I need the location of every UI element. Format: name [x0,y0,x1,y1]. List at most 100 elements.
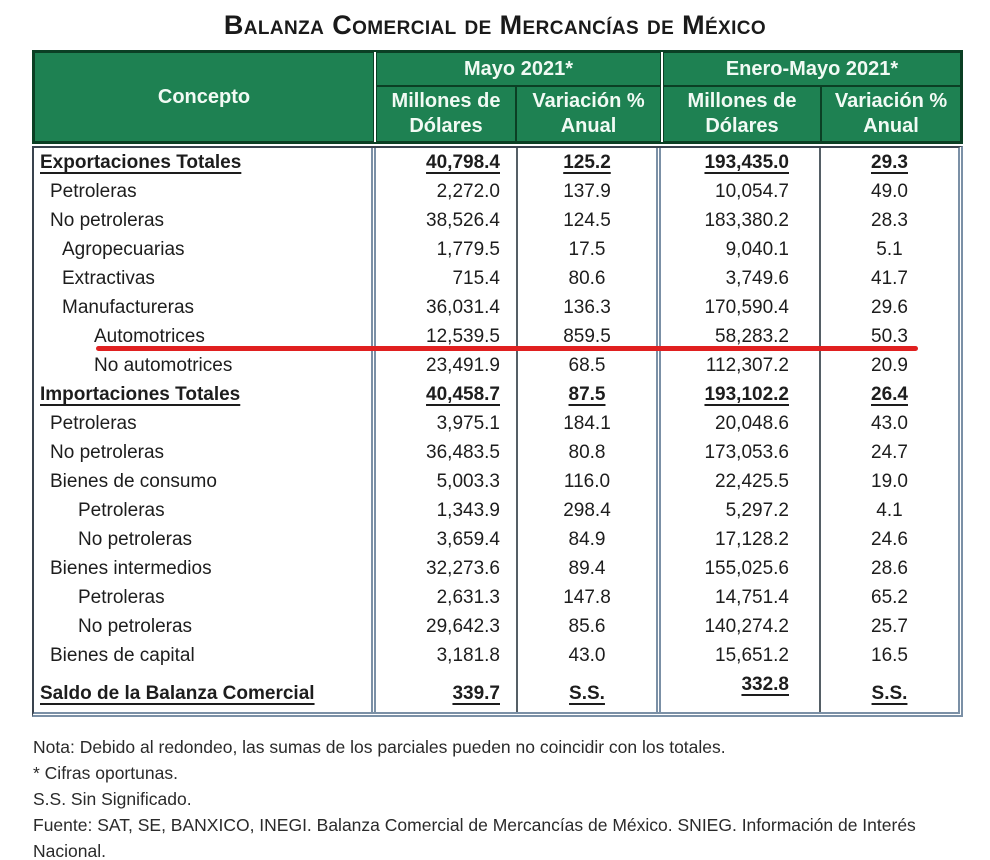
column-group-mayo: Mayo 2021* Millones de Dólares Variación… [376,52,661,142]
concepto-cell: Manufactureras [34,293,376,322]
concepto-cell: Bienes de capital [34,641,376,670]
enero-mayo-group-label: Enero-Mayo 2021* [725,57,899,80]
table-row: Bienes de consumo 5,003.3 116.0 22,425.5 19.… [34,467,958,496]
table-row: Exportaciones Totales 40,798.4 125.2 193,43… [34,148,958,177]
value-text: 26.4 [871,383,908,405]
value-cell: 5,297.2 [661,496,821,525]
value-cell: 15,651.2 [661,641,821,670]
value-text: 4.1 [876,499,903,521]
enero-mayo-variacion-label: Variación % Anual [834,90,948,137]
table-body: Exportaciones Totales 40,798.4 125.2 193,43… [32,146,963,717]
value-cell: 80.6 [518,264,661,293]
value-text: 85.6 [568,615,606,637]
concepto-label: No petroleras [50,209,165,231]
concepto-label: No petroleras [78,615,193,637]
value-text: 298.4 [563,499,611,521]
value-text: 14,751.4 [715,586,789,608]
value-text: 112,307.2 [705,354,789,376]
concepto-label: Exportaciones Totales [40,151,242,173]
value-text: 136.3 [563,296,611,318]
value-cell: 193,102.2 [661,380,821,409]
value-text: 9,040.1 [725,238,789,260]
concepto-cell: Automotrices [34,322,376,351]
concepto-label: Petroleras [50,180,137,202]
value-cell: 3,659.4 [376,525,518,554]
table-row: Manufactureras 36,031.4 136.3 170,590.4 29.6 [34,293,958,322]
value-cell: 1,779.5 [376,235,518,264]
concepto-label: Petroleras [50,412,137,434]
footnote-line: * Cifras oportunas. [33,763,178,783]
value-text: 3,975.1 [436,412,500,434]
value-cell: 40,798.4 [376,148,518,177]
footnote-line: S.S. Sin Significado. [33,789,192,809]
concepto-cell: No petroleras [34,525,376,554]
value-text: 2,631.3 [436,586,500,608]
table-header: Concepto Mayo 2021* Millones de Dólares … [32,50,963,144]
value-text: 147.8 [563,586,611,608]
mayo-subheaders: Millones de Dólares Variación % Anual [377,87,660,141]
value-cell: 3,749.6 [661,264,821,293]
table-row: No petroleras 3,659.4 84.9 17,128.2 24.6 [34,525,958,554]
value-cell: 41.7 [821,264,958,293]
value-text: 170,590.4 [704,296,789,318]
concepto-label: No petroleras [78,528,193,550]
value-text: 859.5 [563,325,611,347]
value-text: 3,181.8 [436,644,500,666]
value-text: S.S. [569,683,605,704]
concepto-cell: Petroleras [34,409,376,438]
value-cell: 85.6 [518,612,661,641]
value-text: 5.1 [876,238,903,260]
value-cell: S.S. [518,670,661,712]
concepto-cell: No automotrices [34,351,376,380]
value-text: 19.0 [871,470,908,492]
value-cell: 140,274.2 [661,612,821,641]
value-cell: 29,642.3 [376,612,518,641]
value-cell: 2,272.0 [376,177,518,206]
concepto-cell: No petroleras [34,206,376,235]
value-cell: 715.4 [376,264,518,293]
value-text: 24.7 [871,441,908,463]
value-cell: 16.5 [821,641,958,670]
value-text: 715.4 [452,267,500,289]
value-cell: 9,040.1 [661,235,821,264]
table-row: No petroleras 29,642.3 85.6 140,274.2 25.7 [34,612,958,641]
value-text: 20,048.6 [715,412,789,434]
value-cell: 49.0 [821,177,958,206]
value-text: 38,526.4 [426,209,500,231]
footnote-line: Fuente: SAT, SE, BANXICO, INEGI. Balanza… [33,815,916,860]
value-text: 28.6 [871,557,908,579]
value-text: 80.8 [568,441,606,463]
value-cell: 24.7 [821,438,958,467]
concepto-cell: Bienes de consumo [34,467,376,496]
enero-mayo-variacion-header: Variación % Anual [820,87,960,141]
value-text: 43.0 [568,644,606,666]
concepto-label: Saldo de la Balanza Comercial [40,683,315,704]
value-text: 193,102.2 [704,383,789,405]
value-text: 36,483.5 [426,441,500,463]
value-cell: 26.4 [821,380,958,409]
mayo-variacion-label: Variación % Anual [532,90,645,137]
value-text: 184.1 [563,412,611,434]
value-cell: S.S. [821,670,958,712]
value-cell: 36,031.4 [376,293,518,322]
value-cell: 50.3 [821,322,958,351]
value-text: 17.5 [568,238,606,260]
concepto-label: Petroleras [78,499,165,521]
value-text: 23,491.9 [426,354,500,376]
value-text: 1,779.5 [436,238,500,260]
table-row: Importaciones Totales 40,458.7 87.5 193,102… [34,380,958,409]
value-cell: 25.7 [821,612,958,641]
value-text: 193,435.0 [704,151,789,173]
table-row: Automotrices 12,539.5 859.5 58,283.2 50.3 [34,322,958,351]
value-cell: 36,483.5 [376,438,518,467]
value-text: 24.6 [871,528,908,550]
value-text: 20.9 [871,354,908,376]
value-text: 1,343.9 [436,499,500,521]
value-cell: 1,343.9 [376,496,518,525]
value-text: 5,297.2 [725,499,789,521]
value-text: 43.0 [871,412,908,434]
concepto-header-label: Concepto [157,85,251,108]
value-text: 87.5 [568,383,606,405]
red-underline-annotation [96,346,918,351]
value-cell: 173,053.6 [661,438,821,467]
